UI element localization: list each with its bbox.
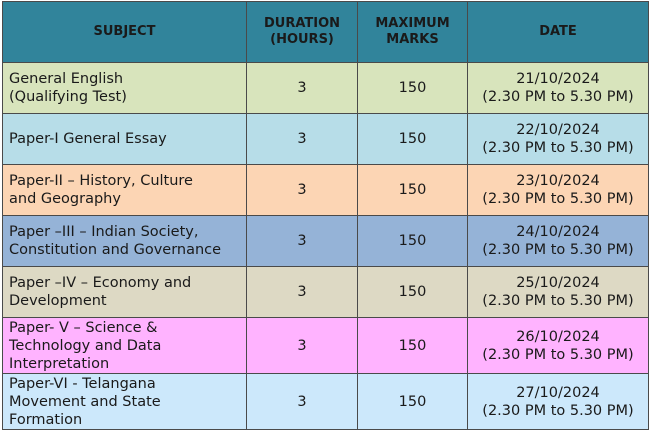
date-cell: 22/10/2024 (2.30 PM to 5.30 PM): [467, 113, 649, 165]
marks-cell: 150: [357, 62, 468, 114]
header-duration: DURATION (HOURS): [246, 1, 358, 63]
header-marks-line2: MARKS: [386, 32, 439, 47]
date-value: 23/10/2024: [516, 173, 600, 189]
duration-cell: 3: [246, 113, 358, 165]
date-cell: 25/10/2024 (2.30 PM to 5.30 PM): [467, 266, 649, 318]
table-row: General English (Qualifying Test) 3 150 …: [2, 62, 649, 114]
date-cell: 27/10/2024 (2.30 PM to 5.30 PM): [467, 373, 649, 430]
subject-cell: Paper –IV – Economy and Development: [2, 266, 247, 318]
date-value: 22/10/2024: [516, 122, 600, 138]
marks-cell: 150: [357, 373, 468, 430]
subject-line: Movement and State: [9, 393, 161, 410]
table-row: Paper- V – Science & Technology and Data…: [2, 317, 649, 374]
subject-cell: General English (Qualifying Test): [2, 62, 247, 114]
subject-line: Paper-II – History, Culture: [9, 173, 193, 189]
time-value: (2.30 PM to 5.30 PM): [482, 346, 634, 363]
header-duration-line1: DURATION: [263, 16, 341, 31]
date-value: 26/10/2024: [516, 328, 600, 345]
subject-line: Paper- V – Science &: [9, 319, 158, 336]
subject-line: Paper-I General Essay: [9, 131, 167, 147]
time-value: (2.30 PM to 5.30 PM): [482, 89, 634, 105]
marks-cell: 150: [357, 113, 468, 165]
subject-line: Interpretation: [9, 355, 110, 372]
subject-line: Paper –III – Indian Society,: [9, 224, 199, 240]
subject-line: Development: [9, 293, 107, 309]
time-value: (2.30 PM to 5.30 PM): [482, 140, 634, 156]
subject-cell: Paper –III – Indian Society, Constitutio…: [2, 215, 247, 267]
date-cell: 21/10/2024 (2.30 PM to 5.30 PM): [467, 62, 649, 114]
duration-cell: 3: [246, 266, 358, 318]
header-marks: MAXIMUM MARKS: [357, 1, 468, 63]
header-row: SUBJECT DURATION (HOURS) MAXIMUM MARKS D…: [2, 1, 649, 63]
subject-cell: Paper- V – Science & Technology and Data…: [2, 317, 247, 374]
subject-line: and Geography: [9, 191, 121, 207]
subject-cell: Paper-I General Essay: [2, 113, 247, 165]
date-value: 24/10/2024: [516, 224, 600, 240]
time-value: (2.30 PM to 5.30 PM): [482, 242, 634, 258]
duration-cell: 3: [246, 317, 358, 374]
subject-line: Formation: [9, 411, 83, 428]
table-row: Paper-II – History, Culture and Geograph…: [2, 164, 649, 216]
subject-line: (Qualifying Test): [9, 89, 127, 105]
subject-line: Paper –IV – Economy and: [9, 275, 192, 291]
marks-cell: 150: [357, 266, 468, 318]
header-date: DATE: [467, 1, 649, 63]
subject-cell: Paper-II – History, Culture and Geograph…: [2, 164, 247, 216]
subject-line: Constitution and Governance: [9, 242, 222, 258]
header-duration-line2: (HOURS): [270, 32, 334, 47]
subject-cell: Paper-VI - Telangana Movement and State …: [2, 373, 247, 430]
marks-cell: 150: [357, 164, 468, 216]
marks-cell: 150: [357, 215, 468, 267]
date-value: 25/10/2024: [516, 275, 600, 291]
exam-schedule-table: SUBJECT DURATION (HOURS) MAXIMUM MARKS D…: [2, 1, 649, 430]
header-subject: SUBJECT: [2, 1, 247, 63]
duration-cell: 3: [246, 164, 358, 216]
subject-line: Technology and Data: [9, 337, 162, 354]
marks-cell: 150: [357, 317, 468, 374]
date-cell: 24/10/2024 (2.30 PM to 5.30 PM): [467, 215, 649, 267]
duration-cell: 3: [246, 62, 358, 114]
table-row: Paper –IV – Economy and Development 3 15…: [2, 266, 649, 318]
subject-line: Paper-VI - Telangana: [9, 375, 156, 392]
date-cell: 23/10/2024 (2.30 PM to 5.30 PM): [467, 164, 649, 216]
table-row: Paper-I General Essay 3 150 22/10/2024 (…: [2, 113, 649, 165]
duration-cell: 3: [246, 215, 358, 267]
time-value: (2.30 PM to 5.30 PM): [482, 293, 634, 309]
table-row: Paper-VI - Telangana Movement and State …: [2, 373, 649, 430]
date-cell: 26/10/2024 (2.30 PM to 5.30 PM): [467, 317, 649, 374]
subject-line: General English: [9, 71, 124, 87]
date-value: 27/10/2024: [516, 384, 600, 401]
date-value: 21/10/2024: [516, 71, 600, 87]
duration-cell: 3: [246, 373, 358, 430]
time-value: (2.30 PM to 5.30 PM): [482, 402, 634, 419]
table-row: Paper –III – Indian Society, Constitutio…: [2, 215, 649, 267]
time-value: (2.30 PM to 5.30 PM): [482, 191, 634, 207]
header-marks-line1: MAXIMUM: [375, 16, 450, 31]
